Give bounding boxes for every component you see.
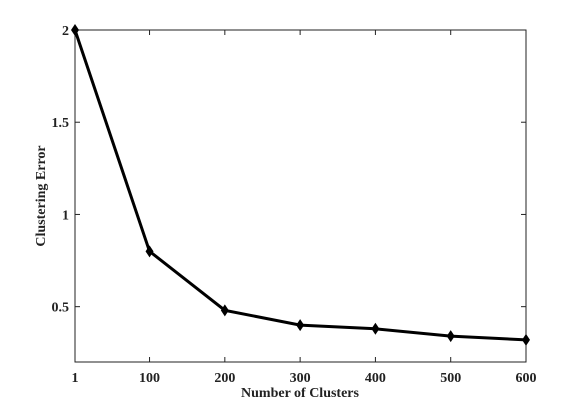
x-tick-label: 1 [72, 371, 79, 386]
marker [371, 322, 380, 335]
x-tick-label: 400 [365, 371, 386, 386]
marker [71, 24, 79, 36]
y-tick-label: 1 [62, 208, 69, 223]
x-tick-label: 200 [214, 371, 235, 386]
y-axis-label: Clustering Error [34, 145, 49, 246]
marker [145, 245, 154, 258]
x-tick-label: 600 [516, 371, 537, 386]
marker [220, 304, 229, 317]
line [73, 29, 527, 342]
marker [446, 330, 455, 343]
x-tick-label: 500 [440, 371, 461, 386]
x-tick-label: 300 [290, 371, 311, 386]
x-axis-label: Number of Clusters [241, 386, 360, 401]
y-tick-label: 1.5 [52, 116, 70, 131]
x-tick-label: 100 [139, 371, 160, 386]
y-tick-label: 0.5 [52, 301, 70, 316]
marker [522, 333, 530, 346]
marker [296, 319, 305, 332]
plot-frame [74, 29, 527, 363]
y-tick-label: 2 [62, 24, 69, 39]
